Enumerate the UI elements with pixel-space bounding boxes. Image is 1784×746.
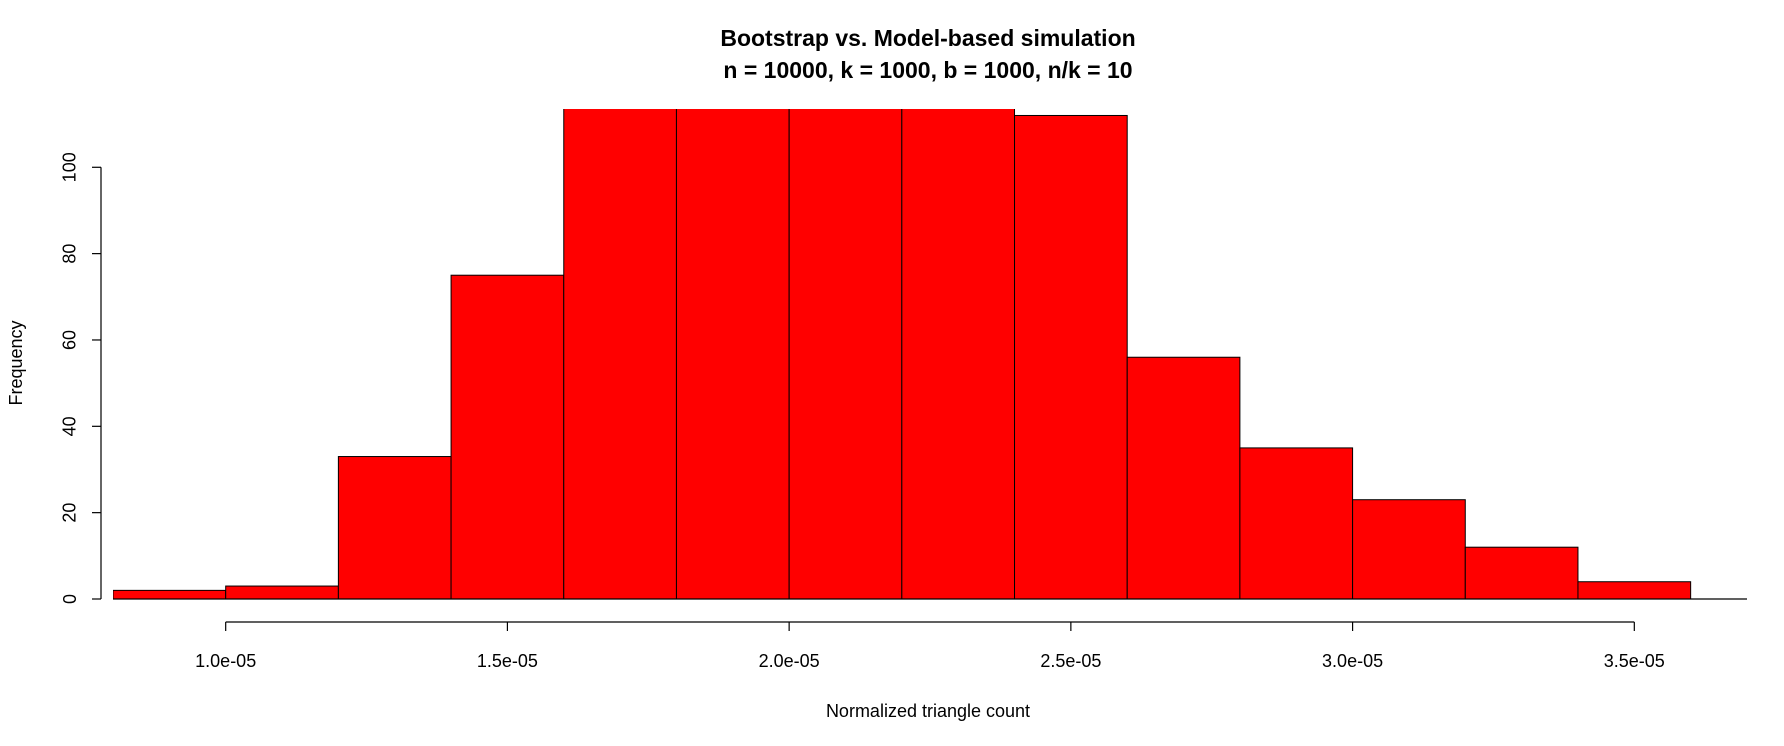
y-tick-label: 80 xyxy=(60,244,80,264)
bar xyxy=(1577,581,1692,600)
bar xyxy=(675,109,790,600)
bar xyxy=(1464,546,1579,600)
y-tick-label: 20 xyxy=(60,503,80,523)
y-tick-label: 60 xyxy=(60,330,80,350)
bar xyxy=(563,109,677,600)
bar xyxy=(113,589,227,600)
bar xyxy=(450,274,565,600)
bar xyxy=(1239,447,1354,600)
x-tick-label: 3.5e-05 xyxy=(1604,651,1665,671)
bar xyxy=(788,109,903,600)
bar xyxy=(225,585,339,600)
x-tick-label: 1.0e-05 xyxy=(195,651,256,671)
x-tick-label: 2.5e-05 xyxy=(1040,651,1101,671)
y-tick-label: 100 xyxy=(60,152,80,182)
bar xyxy=(1352,499,1466,600)
x-tick-label: 1.5e-05 xyxy=(477,651,538,671)
chart-subtitle: n = 10000, k = 1000, b = 1000, n/k = 10 xyxy=(723,57,1132,83)
bar xyxy=(1126,356,1241,600)
bar xyxy=(337,456,452,600)
bar xyxy=(1014,114,1128,600)
y-tick-label: 40 xyxy=(60,416,80,436)
plot-area xyxy=(113,109,1692,600)
x-tick-label: 3.0e-05 xyxy=(1322,651,1383,671)
x-tick-label: 2.0e-05 xyxy=(759,651,820,671)
y-axis-label: Frequency xyxy=(6,320,26,405)
chart-title: Bootstrap vs. Model-based simulation xyxy=(720,25,1135,51)
bar xyxy=(901,109,1016,600)
y-tick-label: 0 xyxy=(60,594,80,604)
x-axis-label: Normalized triangle count xyxy=(826,701,1030,721)
